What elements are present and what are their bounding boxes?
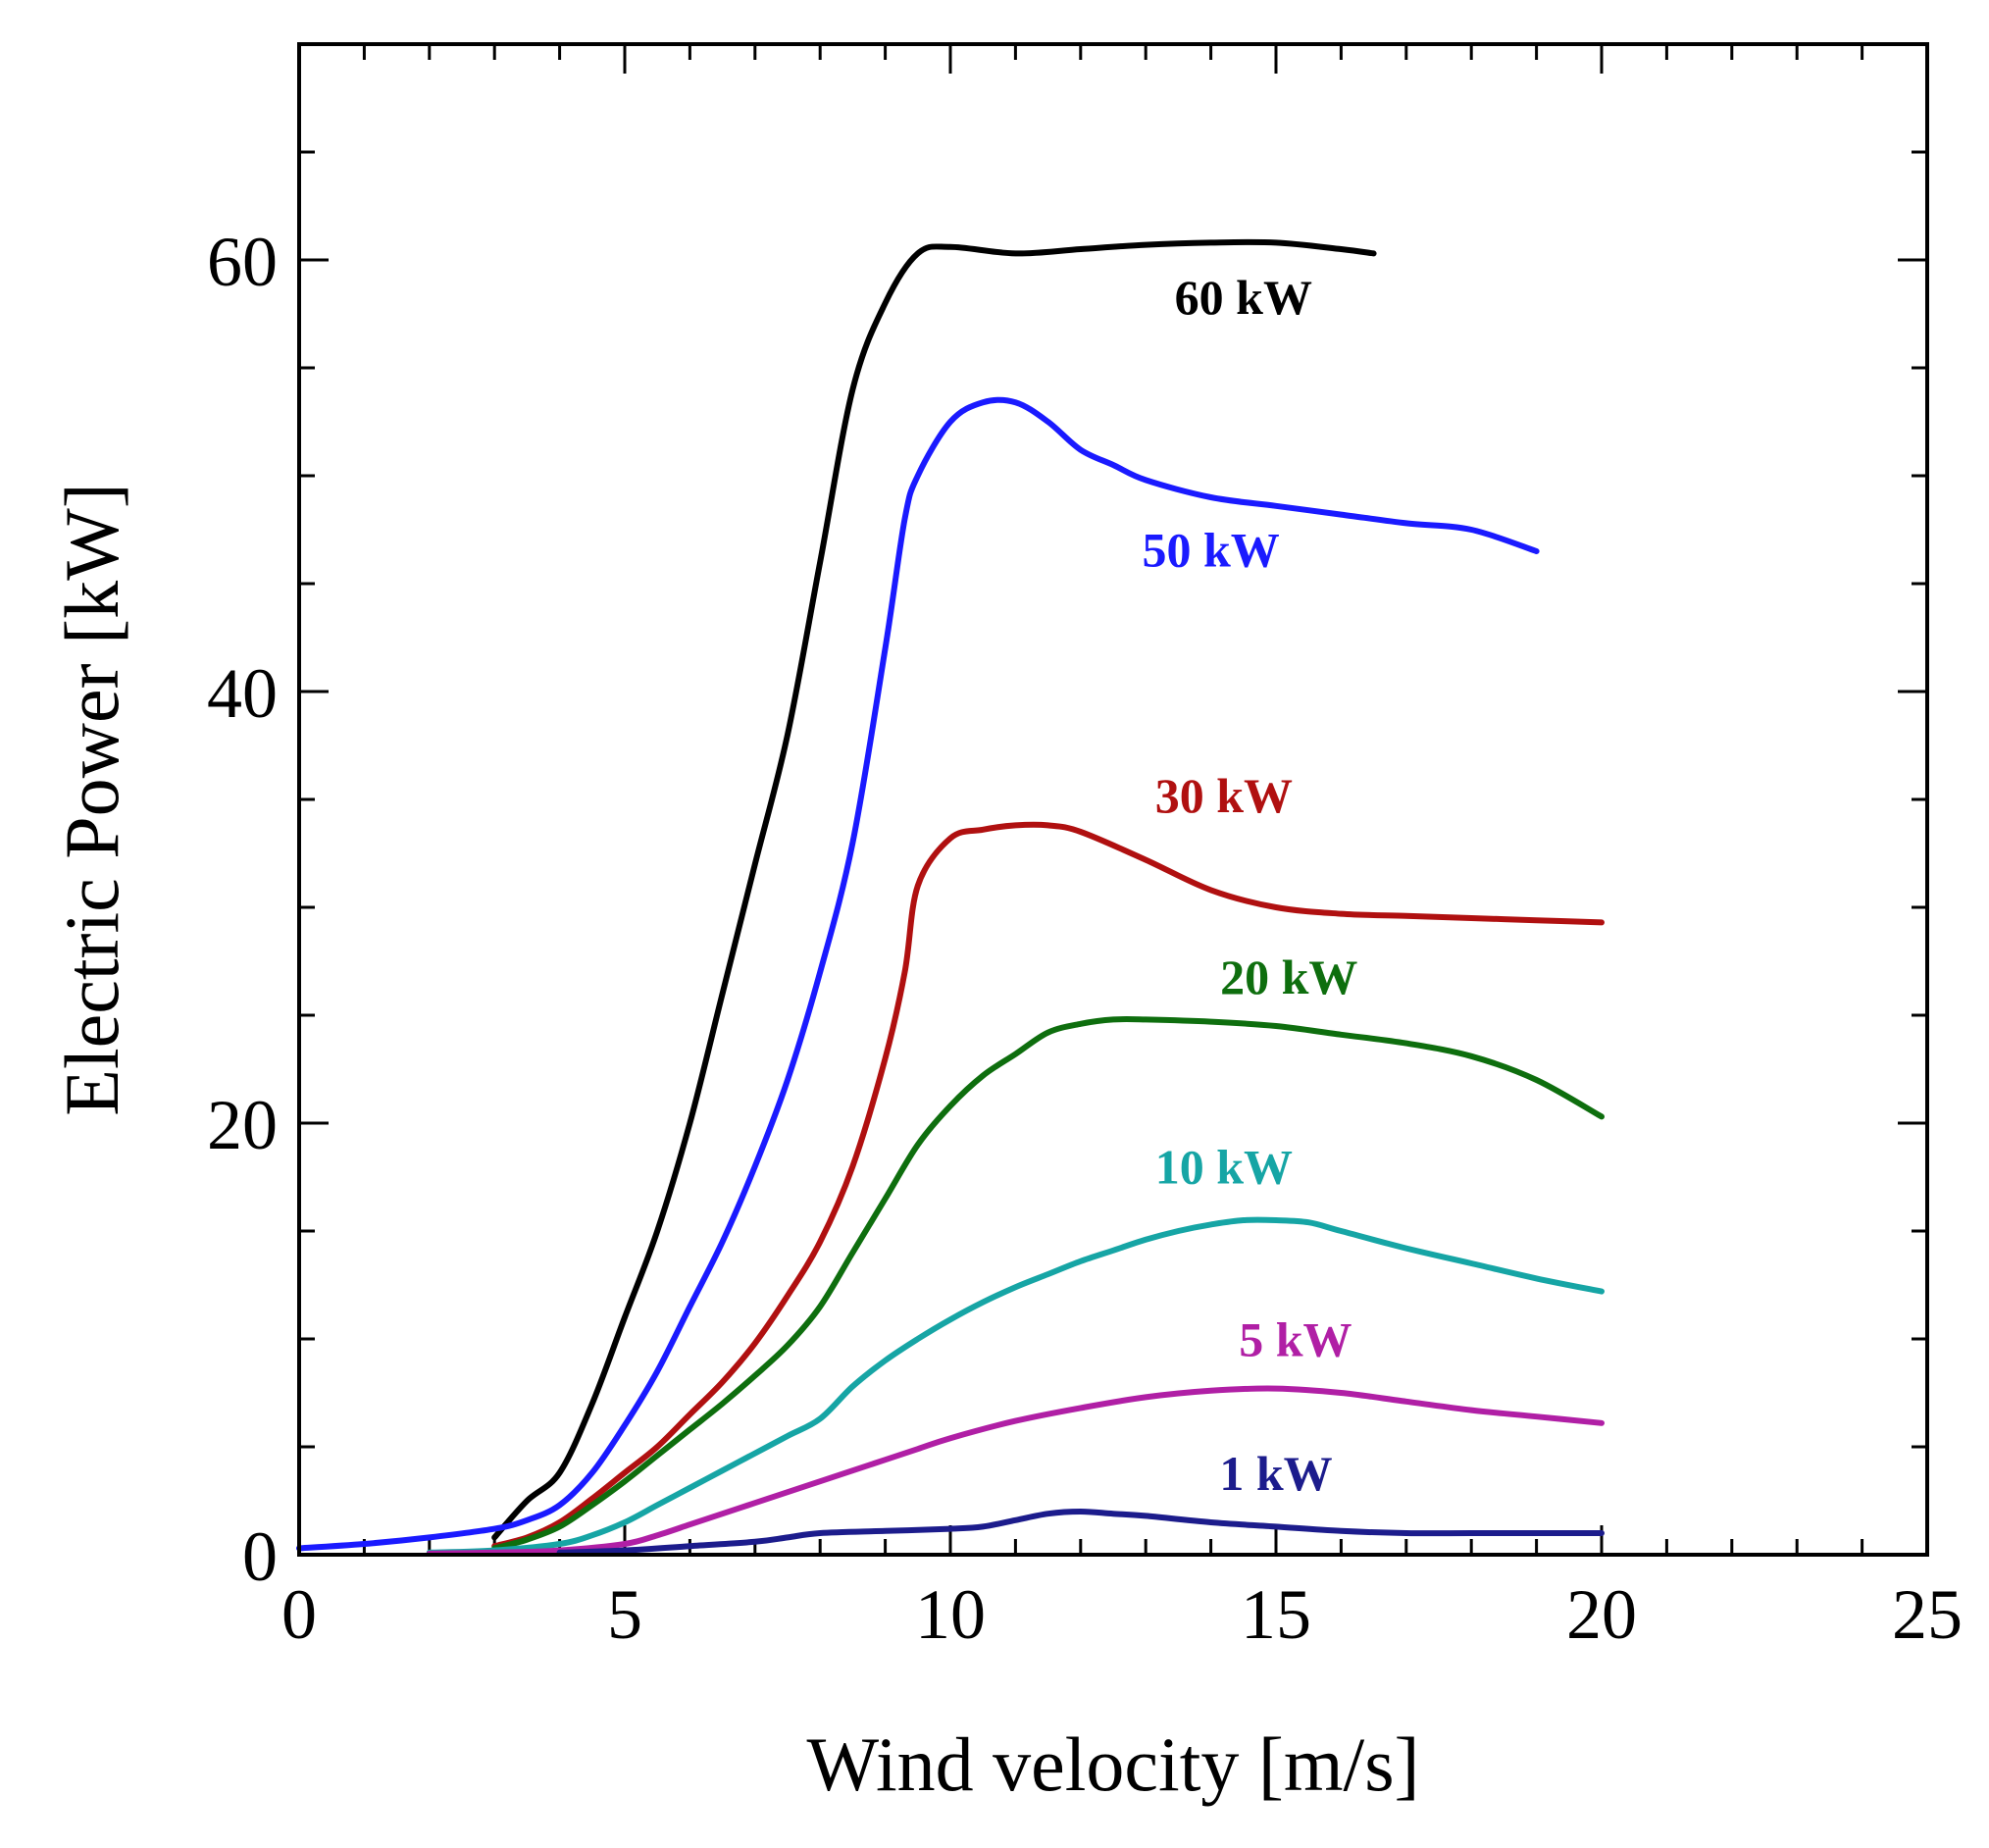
series-line-30-kw: [491, 821, 1605, 1550]
x-tick-label: 5: [607, 1575, 642, 1654]
x-axis-title: Wind velocity [m/s]: [806, 1721, 1419, 1807]
series-label-5-kw: 5 kW: [1239, 1312, 1352, 1367]
series-lines: [296, 238, 1605, 1557]
x-tick-label: 25: [1892, 1575, 1963, 1654]
x-tick-label: 0: [281, 1575, 317, 1654]
x-tick-label: 10: [915, 1575, 986, 1654]
y-tick-label: 60: [207, 223, 278, 301]
series-label-50-kw: 50 kW: [1142, 522, 1279, 577]
series-line-10-kw: [426, 1216, 1605, 1556]
series-label-20-kw: 20 kW: [1220, 950, 1357, 1004]
plot-frame: [297, 42, 1929, 1557]
series-line-5-kw: [426, 1385, 1605, 1557]
series-line-50-kw: [296, 396, 1540, 1552]
series-line-1-kw: [556, 1509, 1605, 1556]
x-tick-label: 15: [1241, 1575, 1311, 1654]
y-tick-label: 20: [207, 1086, 278, 1164]
series-label-60-kw: 60 kW: [1175, 270, 1312, 325]
tick-labels: 0 5 10 15 20 25 0 20 40 60: [207, 223, 1963, 1654]
series-labels: 60 kW 50 kW 30 kW 20 kW 10 kW 5 kW 1 kW: [1142, 270, 1357, 1501]
series-line-60-kw: [491, 238, 1377, 1541]
series-label-30-kw: 30 kW: [1155, 768, 1293, 823]
series-label-10-kw: 10 kW: [1155, 1140, 1293, 1195]
y-tick-label: 0: [242, 1517, 278, 1596]
y-tick-label: 40: [207, 654, 278, 733]
series-label-1-kw: 1 kW: [1219, 1446, 1332, 1501]
series-line-20-kw: [491, 1015, 1605, 1552]
y-axis-title: Electric Power [kW]: [49, 483, 134, 1115]
x-tick-label: 20: [1566, 1575, 1637, 1654]
